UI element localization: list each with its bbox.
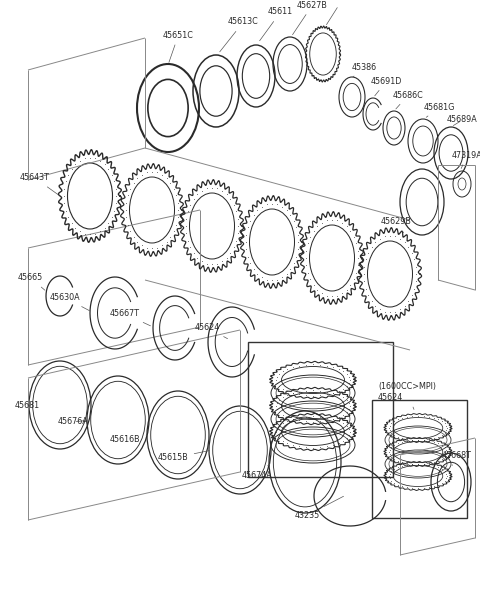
Text: 45667T: 45667T	[110, 310, 150, 326]
Text: 45613C: 45613C	[220, 18, 259, 52]
Text: 45445B: 45445B	[326, 0, 359, 25]
Text: 45616B: 45616B	[110, 436, 147, 445]
Text: 45665: 45665	[18, 274, 45, 290]
Text: 45674A: 45674A	[242, 464, 273, 480]
Text: 43235: 43235	[295, 496, 344, 520]
Text: 45630A: 45630A	[50, 294, 90, 311]
Text: (1600CC>MPI)
45624: (1600CC>MPI) 45624	[378, 382, 436, 410]
Text: 45689A: 45689A	[447, 115, 478, 126]
Text: 45691D: 45691D	[371, 76, 402, 96]
Text: 45615B: 45615B	[158, 451, 209, 462]
Text: 45611: 45611	[260, 8, 293, 41]
Text: 45651C: 45651C	[163, 31, 194, 62]
Text: 45681G: 45681G	[424, 102, 456, 117]
Text: 45686C: 45686C	[393, 91, 424, 109]
Text: 45668T: 45668T	[442, 451, 472, 465]
Text: 45643T: 45643T	[20, 173, 58, 194]
Text: 45676A: 45676A	[58, 417, 89, 426]
Text: 45629B: 45629B	[381, 217, 412, 233]
Text: 45624: 45624	[195, 323, 228, 339]
Text: 45681: 45681	[15, 401, 40, 410]
Text: 45386: 45386	[352, 63, 377, 77]
Text: 45627B: 45627B	[292, 1, 328, 35]
Text: 47319A: 47319A	[452, 150, 480, 169]
